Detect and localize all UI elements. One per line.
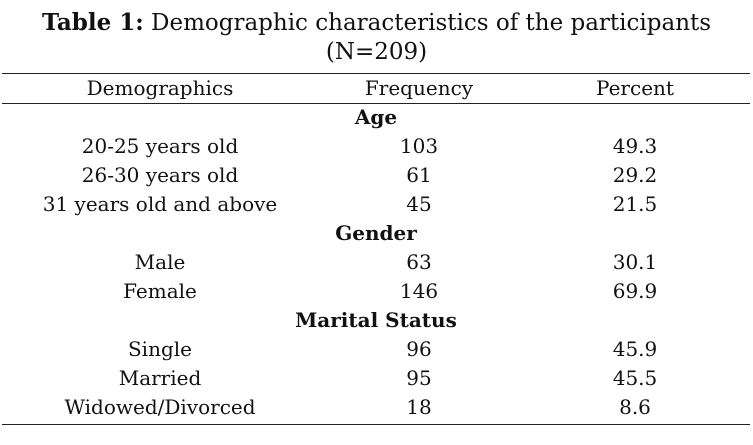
table-row: Male 63 30.1 xyxy=(2,248,750,277)
row-frequency: 61 xyxy=(406,163,432,187)
row-label: 26-30 years old xyxy=(81,163,239,187)
row-label: Male xyxy=(134,250,186,274)
header-rule xyxy=(2,103,750,104)
top-rule xyxy=(2,73,750,74)
row-frequency: 103 xyxy=(399,134,439,158)
row-label: 20-25 years old xyxy=(81,134,239,158)
caption-line-2: (N=209) xyxy=(325,39,428,65)
bottom-rule xyxy=(2,424,750,425)
row-frequency: 146 xyxy=(399,279,439,303)
table-row: 31 years old and above 45 21.5 xyxy=(2,190,750,219)
section-title: Gender xyxy=(335,221,417,245)
table-row: 20-25 years old 103 49.3 xyxy=(2,132,750,161)
header-percent: Percent xyxy=(596,76,674,100)
table-row: Female 146 69.9 xyxy=(2,277,750,306)
section-title: Marital Status xyxy=(295,308,457,332)
section-row-gender: Gender xyxy=(2,219,750,248)
row-frequency: 95 xyxy=(406,366,432,390)
row-label: Widowed/Divorced xyxy=(64,395,256,419)
row-label: Female xyxy=(123,279,197,303)
section-row-marital-status: Marital Status xyxy=(2,306,750,335)
row-label: Single xyxy=(127,337,192,361)
header-frequency: Frequency xyxy=(364,76,474,100)
row-percent: 69.9 xyxy=(612,279,658,303)
header-demographics: Demographics xyxy=(86,76,234,100)
table-row: 26-30 years old 61 29.2 xyxy=(2,161,750,190)
row-label: Married xyxy=(118,366,202,390)
table-row: Married 95 45.5 xyxy=(2,364,750,393)
section-title: Age xyxy=(354,105,398,129)
table-row: Single 96 45.9 xyxy=(2,335,750,364)
table-caption: Table 1: Demographic characteristics of … xyxy=(0,8,753,67)
row-percent: 29.2 xyxy=(612,163,658,187)
caption-label: Table 1: xyxy=(41,9,144,36)
row-percent: 21.5 xyxy=(612,192,658,216)
row-percent: 49.3 xyxy=(612,134,658,158)
row-label: 31 years old and above xyxy=(42,192,278,216)
caption-line-1: Table 1: Demographic characteristics of … xyxy=(0,8,753,38)
row-frequency: 63 xyxy=(406,250,432,274)
row-percent: 8.6 xyxy=(619,395,651,419)
demographics-table: Demographics Frequency Percent Age 20-25… xyxy=(2,74,750,422)
row-percent: 45.9 xyxy=(612,337,658,361)
row-frequency: 45 xyxy=(406,192,432,216)
section-row-age: Age xyxy=(2,103,750,132)
row-frequency: 96 xyxy=(406,337,432,361)
caption-text: Demographic characteristics of the parti… xyxy=(151,10,712,36)
header-row: Demographics Frequency Percent xyxy=(2,74,750,103)
table-row: Widowed/Divorced 18 8.6 xyxy=(2,393,750,422)
row-percent: 30.1 xyxy=(612,250,658,274)
row-frequency: 18 xyxy=(406,395,432,419)
row-percent: 45.5 xyxy=(612,366,658,390)
